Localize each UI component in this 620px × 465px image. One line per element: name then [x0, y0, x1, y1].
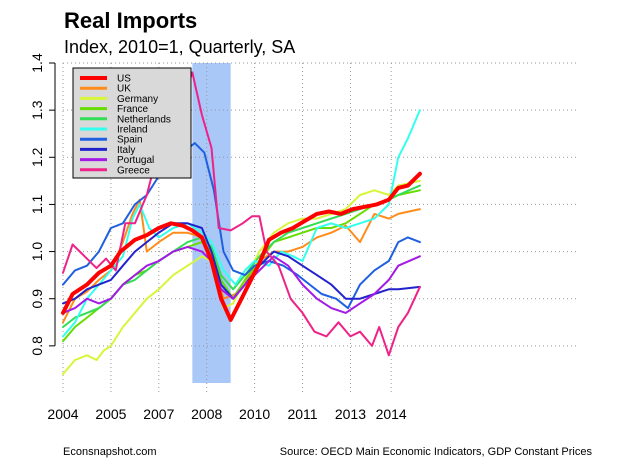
x-tick-label: 2005	[95, 406, 126, 422]
legend-label-portugal: Portugal	[117, 155, 154, 166]
series-line-greece	[62, 71, 421, 357]
x-tick-label: 2007	[143, 406, 174, 422]
series-line-portugal	[62, 245, 421, 314]
y-tick-label: 1.3	[29, 100, 45, 120]
x-tick-label: 2014	[376, 406, 407, 422]
y-tick-label: 1.2	[29, 147, 45, 167]
legend-label-greece: Greece	[117, 165, 150, 176]
recession-band	[192, 63, 231, 383]
chart-subtitle: Index, 2010=1, Quarterly, SA	[64, 37, 296, 57]
y-tick-label: 1.0	[29, 242, 45, 262]
legend-label-italy: Italy	[117, 145, 135, 156]
legend-label-spain: Spain	[117, 135, 143, 146]
x-tick-label: 2011	[287, 406, 317, 422]
y-tick-label: 1.4	[29, 53, 45, 73]
legend-label-netherlands: Netherlands	[117, 114, 171, 125]
series-line-ireland	[62, 109, 421, 338]
legend-label-france: France	[117, 104, 149, 115]
legend-label-germany: Germany	[117, 94, 158, 105]
x-tick-label: 2013	[335, 406, 366, 422]
y-tick-label: 0.8	[29, 336, 45, 356]
y-tick-label: 0.9	[29, 289, 45, 309]
chart-title: Real Imports	[64, 8, 198, 33]
footer-source: Source: OECD Main Economic Indicators, G…	[279, 446, 592, 458]
series-line-uk	[62, 198, 421, 324]
series-line-italy	[62, 222, 421, 305]
x-tick-label: 2004	[47, 406, 78, 422]
legend-label-us: US	[117, 74, 131, 85]
legend-label-ireland: Ireland	[117, 125, 148, 136]
y-tick-label: 1.1	[29, 194, 45, 214]
x-tick-label: 2010	[239, 406, 270, 422]
x-tick-label: 2008	[191, 406, 222, 422]
legend-label-uk: UK	[117, 84, 131, 95]
footer-credit: Econsnapshot.com	[63, 446, 157, 458]
series-line-us	[61, 171, 422, 322]
series-line-spain	[62, 142, 421, 310]
